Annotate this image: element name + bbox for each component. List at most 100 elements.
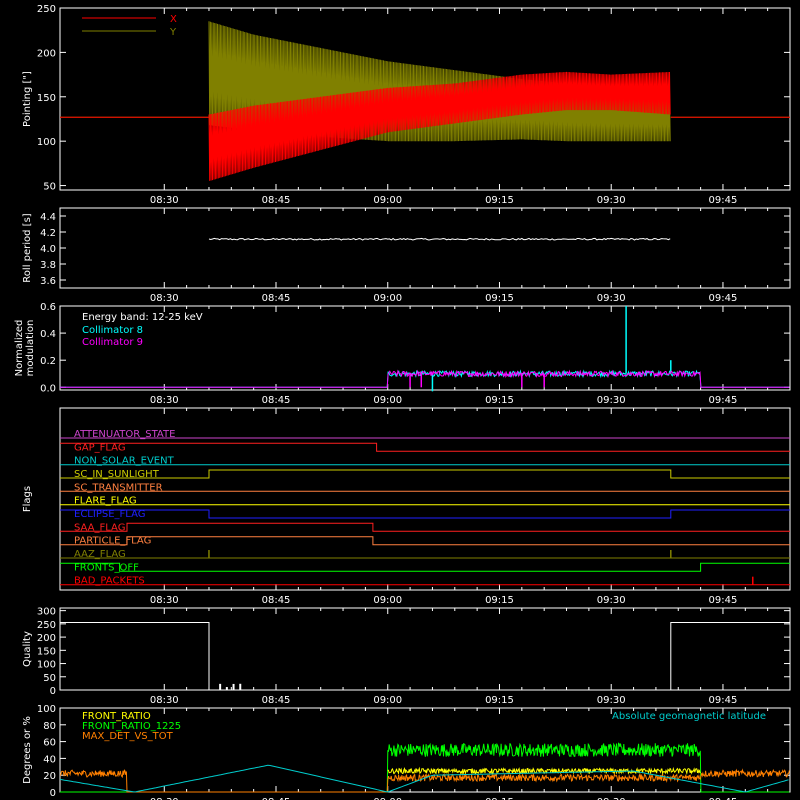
y-tick-label: 40 xyxy=(43,754,56,765)
flag-label-fronts-off: FRONTS_OFF xyxy=(74,562,139,573)
quality-panel: 08:30 08:45 09:00 09:15 09:30 09:45 0 50 100 150 2… xyxy=(22,607,791,706)
y-tick-label: 20 xyxy=(43,771,56,782)
y-tick-label: 100 xyxy=(37,704,56,715)
x-tick-label: 09:45 xyxy=(709,195,738,206)
y-tick-label: 0 xyxy=(50,788,56,799)
annotation-geomagnetic-latitude: Absolute geomagnetic latitude xyxy=(612,711,766,722)
roll-frame xyxy=(59,207,791,289)
y-tick-label: 150 xyxy=(37,93,56,104)
x-tick-label: 09:45 xyxy=(709,293,738,304)
x-tick-label: 09:45 xyxy=(709,695,738,706)
flag-label-attenuator-state: ATTENUATOR_STATE xyxy=(74,429,175,440)
flag-line-sc-in-sunlight xyxy=(60,469,790,479)
y-axis-label: Pointing ["] xyxy=(22,71,33,127)
annotation-energy-band: Energy band: 12-25 keV xyxy=(82,312,203,323)
quality-series xyxy=(60,622,790,691)
y-tick-label: 250 xyxy=(37,4,56,15)
y-tick-label: 80 xyxy=(43,721,56,732)
y-tick-label: 100 xyxy=(37,660,56,671)
x-tick-label: 08:45 xyxy=(262,195,291,206)
x-tick-label: 08:45 xyxy=(262,797,291,800)
y-tick-label: 0.0 xyxy=(40,383,56,394)
y-tick-label: 50 xyxy=(43,673,56,684)
flag-line-particle-flag xyxy=(60,536,790,546)
flag-line-eclipse-flag xyxy=(60,509,790,519)
x-tick-label: 09:30 xyxy=(597,395,626,406)
flag-label-flare-flag: FLARE_FLAG xyxy=(74,496,137,507)
y-tick-label: 0.4 xyxy=(40,329,56,340)
x-tick-label: 08:30 xyxy=(150,797,179,800)
legend-label-x: X xyxy=(170,14,177,25)
legend-label-max-det-vs-tot: MAX_DET_VS_TOT xyxy=(82,731,174,742)
x-tick-label: 09:45 xyxy=(709,595,738,606)
flag-label-sc-in-sunlight: SC_IN_SUNLIGHT xyxy=(74,469,160,480)
y-tick-label: 4.0 xyxy=(40,244,56,255)
modulation-series-collimator-9 xyxy=(60,369,790,388)
quality-frame xyxy=(59,607,791,691)
ratios-panel: 08:30 08:45 09:00 09:15 09:30 09:45 0 20 40 60 80 1… xyxy=(22,704,791,800)
y-axis-label: Roll period [s] xyxy=(22,213,33,282)
y-axis-label: Normalized xyxy=(14,320,25,377)
flags-panel: 08:30 08:45 09:00 09:15 09:30 09:45 Flags ATTEN… xyxy=(22,407,791,606)
flag-label-aaz-flag: AAZ_FLAG xyxy=(74,549,126,560)
x-tick-label: 08:45 xyxy=(262,695,291,706)
flag-line-saa-flag xyxy=(60,522,790,532)
x-tick-label: 09:45 xyxy=(709,395,738,406)
legend-label-front-ratio: FRONT_RATIO xyxy=(82,711,151,722)
flag-label-saa-flag: SAA_FLAG xyxy=(74,522,125,533)
x-tick-label: 08:30 xyxy=(150,595,179,606)
x-tick-label: 09:00 xyxy=(373,695,402,706)
flag-label-sc-transmitter: SC_TRANSMITTER xyxy=(74,482,163,493)
x-tick-label: 09:15 xyxy=(485,595,514,606)
x-tick-label: 09:15 xyxy=(485,695,514,706)
y-axis-label: modulation xyxy=(25,320,36,377)
y-tick-label: 0 xyxy=(50,686,56,697)
y-tick-label: 3.6 xyxy=(40,276,56,287)
flag-label-non-solar-event: NON_SOLAR_EVENT xyxy=(74,456,175,467)
y-tick-label: 0.2 xyxy=(40,356,56,367)
y-tick-label: 4.2 xyxy=(40,228,56,239)
x-tick-label: 09:00 xyxy=(373,395,402,406)
y-tick-label: 300 xyxy=(37,607,56,618)
flag-label-particle-flag: PARTICLE_FLAG xyxy=(74,536,151,547)
x-tick-label: 09:30 xyxy=(597,695,626,706)
x-tick-label: 08:30 xyxy=(150,195,179,206)
x-tick-label: 08:30 xyxy=(150,695,179,706)
modulation-panel: 08:30 08:45 09:00 09:15 09:30 09:45 0.0 0.2 0.4 0… xyxy=(14,302,791,406)
flag-line-gap-flag xyxy=(60,442,790,452)
roll-panel: 08:30 08:45 09:00 09:15 09:30 09:45 3.6 3.8 4.0 4… xyxy=(22,207,791,304)
x-tick-label: 08:45 xyxy=(262,395,291,406)
x-tick-label: 09:30 xyxy=(597,595,626,606)
x-tick-label: 08:45 xyxy=(262,293,291,304)
flag-label-eclipse-flag: ECLIPSE_FLAG xyxy=(74,509,145,520)
x-tick-label: 09:15 xyxy=(485,293,514,304)
y-tick-label: 3.8 xyxy=(40,260,56,271)
x-tick-label: 09:30 xyxy=(597,293,626,304)
x-tick-label: 09:15 xyxy=(485,797,514,800)
ratios-frame xyxy=(59,707,791,793)
ratio-series-max-det-vs-tot xyxy=(59,768,790,793)
x-tick-label: 09:00 xyxy=(373,195,402,206)
y-axis-label: Degrees or % xyxy=(22,716,33,784)
pointing-panel: 08:30 08:45 09:00 09:15 09:30 09:45 50 100 150 20… xyxy=(22,4,791,206)
y-axis-label: Quality xyxy=(22,631,33,667)
x-tick-label: 09:15 xyxy=(485,395,514,406)
y-tick-label: 50 xyxy=(43,182,56,193)
flags-frame xyxy=(59,407,791,591)
x-tick-label: 09:45 xyxy=(709,797,738,800)
x-tick-label: 08:30 xyxy=(150,395,179,406)
legend-label-y: Y xyxy=(169,27,177,38)
ratio-series-absolute-geomagnetic-latitude xyxy=(59,764,789,793)
y-tick-label: 60 xyxy=(43,738,56,749)
pointing-frame xyxy=(59,7,791,191)
legend-label-front-ratio-1225: FRONT_RATIO_1225 xyxy=(82,721,181,732)
y-tick-label: 100 xyxy=(37,137,56,148)
x-tick-label: 09:30 xyxy=(597,195,626,206)
y-tick-label: 150 xyxy=(37,646,56,657)
y-tick-label: 200 xyxy=(37,633,56,644)
x-tick-label: 09:00 xyxy=(373,797,402,800)
y-tick-label: 200 xyxy=(37,48,56,59)
legend-label-collimator-9: Collimator 9 xyxy=(82,337,143,348)
flag-label-gap-flag: GAP_FLAG xyxy=(74,442,126,453)
